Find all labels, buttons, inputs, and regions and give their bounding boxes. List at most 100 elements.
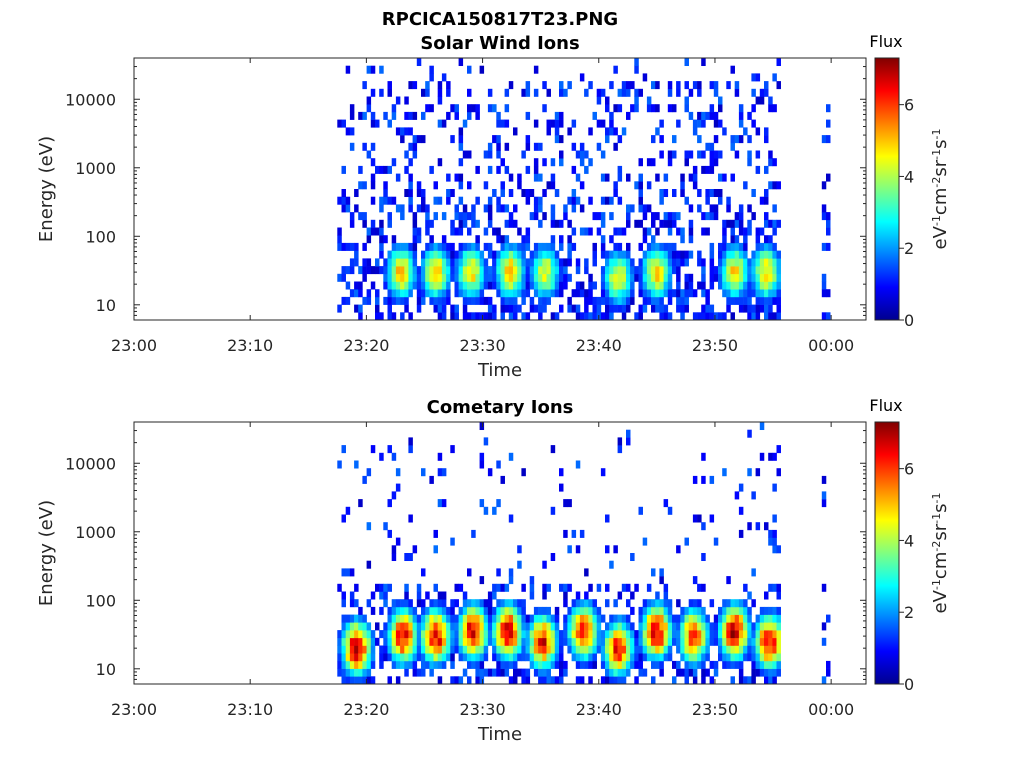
heatmap-cell [504,645,510,654]
heatmap-cell [504,296,510,305]
heatmap-cell [709,312,715,321]
heatmap-cell [764,273,769,282]
heatmap-cell [387,645,392,654]
heatmap-cell [375,304,380,313]
heatmap-cell [546,88,551,97]
heatmap-cell [730,289,735,298]
heatmap-cell [567,304,572,313]
heatmap-cell [768,645,773,654]
heatmap-cell [821,491,827,500]
heatmap-cell [408,630,413,639]
heatmap-cell [655,606,660,615]
heatmap-cell [738,645,744,654]
heatmap-cell [337,460,342,469]
heatmap-cell [533,281,539,290]
heatmap-cell [559,637,564,646]
heatmap-cell [605,196,610,205]
heatmap-cell [764,645,769,654]
heatmap-cell [496,165,501,174]
heatmap-cell [496,235,501,244]
heatmap-cell [337,645,342,654]
heatmap-cell [588,645,593,654]
heatmap-cell [609,289,614,298]
heatmap-cell [755,165,761,174]
heatmap-cell [672,614,677,623]
heatmap-cell [722,606,727,615]
heatmap-cell [467,258,472,267]
heatmap-cell [776,622,781,631]
heatmap-cell [772,606,777,615]
heatmap-cell [764,653,769,662]
heatmap-cell [542,591,547,600]
heatmap-cell [387,676,392,685]
heatmap-cell [567,614,572,623]
heatmap-cell [588,614,593,623]
heatmap-cell [764,242,769,251]
heatmap-cell [713,81,719,90]
heatmap-cell [358,653,363,662]
heatmap-cell [538,668,543,677]
heatmap-cell [764,281,769,290]
heatmap-cell [680,250,685,259]
heatmap-cell [450,660,455,669]
heatmap-cell [600,173,606,182]
heatmap-cell [429,242,434,251]
heatmap-cell [621,622,627,631]
heatmap-cell [655,104,660,113]
heatmap-cell [646,645,652,654]
heatmap-cell [400,258,405,267]
heatmap-cell [508,266,514,275]
heatmap-cell [450,266,455,275]
heatmap-cell [701,452,706,461]
heatmap-cell [379,645,384,654]
heatmap-cell [613,289,618,298]
heatmap-cell [592,630,597,639]
heatmap-cell [354,583,359,592]
heatmap-cell [579,645,585,654]
heatmap-cell [743,614,748,623]
heatmap-cell [768,537,773,546]
heatmap-cell [412,606,418,615]
heatmap-cell [571,529,577,538]
heatmap-cell [646,96,652,105]
heatmap-cell [542,250,547,259]
heatmap-cell [605,583,610,592]
heatmap-cell [663,499,669,508]
heatmap-cell [692,119,698,128]
heatmap-cell [646,227,652,236]
heatmap-cell [400,204,405,213]
heatmap-cell [458,135,464,144]
heatmap-cell [504,614,510,623]
heatmap-cell [692,475,698,484]
heatmap-cell [517,258,522,267]
heatmap-cell [341,668,346,677]
heatmap-cell [437,637,443,646]
heatmap-cell [395,96,401,105]
heatmap-cell [400,250,405,259]
heatmap-cell [450,630,455,639]
heatmap-cell [638,158,643,167]
heatmap-cell [734,81,740,90]
heatmap-cell [441,645,447,654]
heatmap-cell [659,258,664,267]
heatmap-cell [747,135,752,144]
heatmap-cell [433,181,438,190]
heatmap-cell [575,304,581,313]
heatmap-cell [730,614,735,623]
heatmap-cell [349,212,355,221]
heatmap-cell [366,65,372,74]
heatmap-cell [529,614,535,623]
heatmap-cell [747,281,752,290]
heatmap-cell [692,514,698,523]
heatmap-cell [617,281,623,290]
heatmap-cell [697,660,702,669]
heatmap-cell [738,529,744,538]
heatmap-cell [688,622,694,631]
heatmap-cell [521,312,526,321]
heatmap-cell [638,289,643,298]
heatmap-cell [412,150,418,159]
heatmap-cell [701,304,706,313]
heatmap-cell [387,296,392,305]
heatmap-cell [500,242,505,251]
x-tick-label: 23:00 [111,336,157,355]
